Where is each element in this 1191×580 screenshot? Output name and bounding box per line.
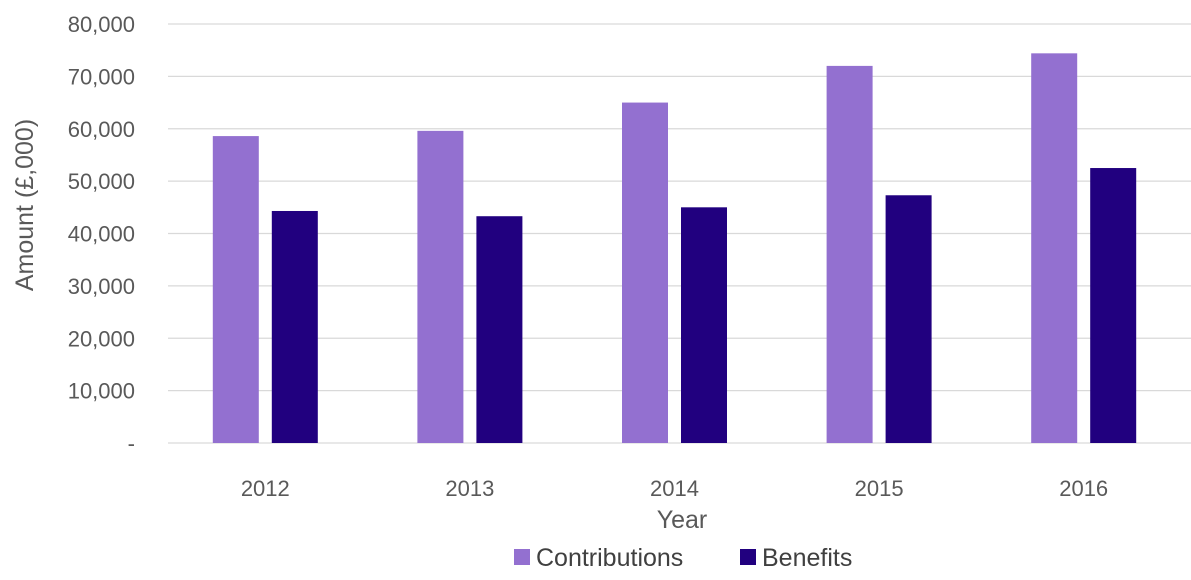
legend-swatch-contributions [514,549,530,565]
bar-contributions-2012 [212,136,259,443]
x-tick-label: 2015 [855,476,904,501]
bar-contributions-2015 [826,65,873,444]
legend-label-benefits: Benefits [762,544,852,572]
x-tick-label: 2012 [241,476,290,501]
y-tick-label: 50,000 [68,169,135,194]
bar-benefits-2012 [271,210,318,443]
x-tick-label: 2013 [445,476,494,501]
bar-benefits-2015 [885,195,932,443]
y-axis-title: Amount (£,000) [11,119,39,291]
x-axis-tick-labels: 2012 2013 2014 2015 2016 [241,476,1108,501]
y-tick-label: 20,000 [68,326,135,351]
x-tick-label: 2014 [650,476,699,501]
y-axis-tick-labels: - 10,000 20,000 30,000 40,000 50,000 60,000 70,… [68,12,135,456]
legend-swatch-benefits [740,549,756,565]
bar-benefits-2014 [681,207,727,443]
bar-contributions-2013 [417,130,464,443]
legend: Contributions Benefits [514,544,852,572]
bar-benefits-2016 [1090,168,1137,443]
y-tick-label: 40,000 [68,222,135,247]
bar-contributions-2016 [1031,53,1078,444]
bar-contributions-2014 [622,102,668,443]
legend-label-contributions: Contributions [536,544,683,572]
x-axis-title: Year [657,506,708,534]
y-tick-label: 70,000 [68,64,135,89]
bar-benefits-2013 [476,216,523,443]
y-tick-label: 60,000 [68,117,135,142]
y-tick-label: 30,000 [68,274,135,299]
y-tick-label: 10,000 [68,379,135,404]
gridlines [168,23,1191,444]
y-tick-label: - [128,431,135,456]
y-tick-label: 80,000 [68,12,135,37]
x-tick-label: 2016 [1059,476,1108,501]
bars [212,53,1137,444]
